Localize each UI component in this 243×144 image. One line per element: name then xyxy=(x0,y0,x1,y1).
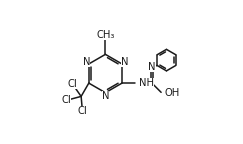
Text: N: N xyxy=(83,57,90,67)
Text: Cl: Cl xyxy=(62,95,71,105)
Text: OH: OH xyxy=(165,88,180,98)
Text: CH₃: CH₃ xyxy=(96,30,115,40)
Text: N: N xyxy=(148,62,156,72)
Text: N: N xyxy=(102,91,109,101)
Text: Cl: Cl xyxy=(68,79,77,89)
Text: N: N xyxy=(121,57,128,67)
Text: Cl: Cl xyxy=(78,106,87,116)
Text: NH: NH xyxy=(139,78,154,88)
